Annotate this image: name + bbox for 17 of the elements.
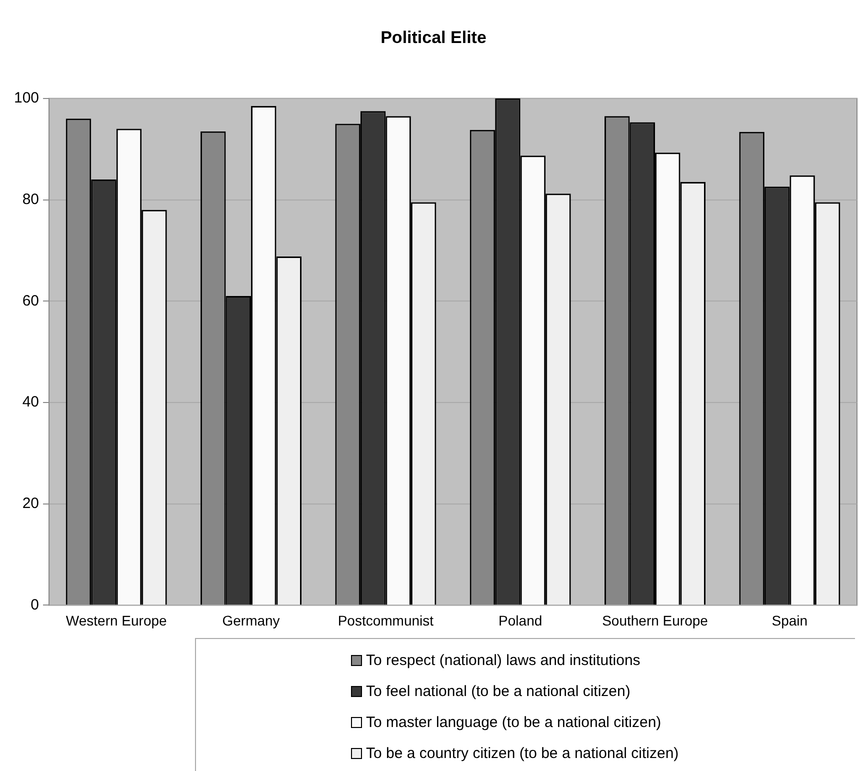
- x-tick-label: Poland: [498, 612, 542, 628]
- x-tick-label: Spain: [772, 612, 808, 628]
- y-tick-label: 40: [22, 394, 40, 411]
- legend-label: To feel national (to be a national citizen): [366, 683, 630, 700]
- y-tick-label: 100: [14, 90, 40, 107]
- legend-label: To respect (national) laws and institutions: [366, 652, 640, 669]
- chart-title: Political Elite: [380, 28, 486, 47]
- y-tick-label: 60: [22, 292, 40, 310]
- legend-label: To master language (to be a national citizen): [366, 714, 662, 731]
- x-tick-label: Western Europe: [66, 612, 168, 628]
- x-tick-label: Germany: [222, 612, 280, 628]
- y-tick-label: 0: [30, 596, 40, 614]
- x-tick-label: Southern Europe: [602, 612, 708, 628]
- y-tick-label: 20: [22, 494, 40, 512]
- legend-label: To be a country citizen (to be a national citizen): [366, 745, 679, 762]
- y-tick-label: 80: [22, 190, 40, 208]
- x-tick-label: Postcommunist: [338, 612, 434, 628]
